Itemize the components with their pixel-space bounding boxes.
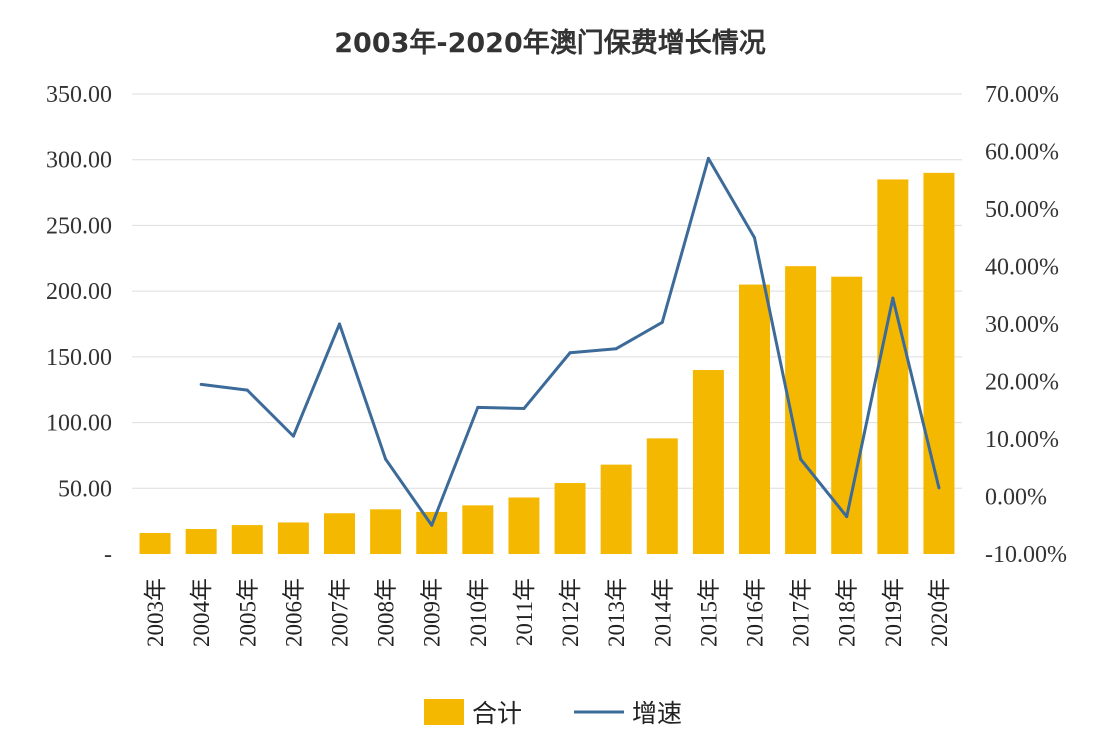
line-series: [199, 156, 941, 527]
bar: [277, 522, 309, 554]
line-point: [891, 296, 895, 300]
bar-series: [139, 172, 955, 554]
x-tick-label: 2014年: [650, 578, 675, 647]
bar: [923, 172, 955, 554]
line-point: [799, 457, 803, 461]
grid-lines: [132, 93, 962, 489]
right-tick-label: 20.00%: [985, 370, 1059, 396]
right-tick-label: 10.00%: [985, 427, 1059, 453]
x-tick-label: 2006年: [281, 578, 306, 647]
x-tick-label: 2013年: [604, 578, 629, 647]
left-axis: - 50.00 100.00 150.00 200.00 250.00 300.00 350.…: [46, 82, 112, 568]
right-tick-label: 0.00%: [985, 485, 1047, 511]
line-point: [660, 320, 664, 324]
x-tick-label: 2017年: [789, 578, 814, 647]
bar: [324, 513, 355, 554]
chart-title: 2003年-2020年澳门保费增长情况: [334, 27, 766, 59]
x-tick-label: 2019年: [881, 578, 906, 647]
x-tick-label: 2008年: [374, 578, 399, 647]
line-point: [199, 382, 203, 386]
line-point: [338, 322, 341, 326]
bar: [370, 509, 402, 554]
x-tick-label: 2004年: [189, 578, 214, 647]
line-point: [845, 515, 849, 519]
growth-line: [200, 156, 941, 527]
line-point: [522, 407, 526, 411]
x-tick-label: 2018年: [835, 578, 860, 647]
bar: [139, 532, 171, 554]
bar: [231, 525, 263, 554]
line-point: [384, 457, 388, 461]
line-point: [476, 405, 480, 409]
bar: [508, 497, 540, 554]
legend-label-line: 增速: [632, 699, 682, 728]
right-tick-label: 60.00%: [985, 140, 1059, 166]
x-tick-label: 2010年: [466, 578, 491, 647]
line-point: [614, 347, 618, 351]
legend-swatch-bar: [424, 699, 464, 725]
bar: [600, 464, 632, 554]
x-tick-label: 2015年: [696, 578, 721, 647]
left-tick-label: 350.00: [46, 82, 112, 108]
left-tick-label: 250.00: [46, 213, 112, 239]
left-tick-label: 50.00: [58, 476, 112, 502]
x-tick-label: 2011年: [512, 578, 537, 646]
left-tick-label: 300.00: [46, 148, 112, 174]
bar: [739, 284, 770, 554]
left-tick-label: 150.00: [46, 345, 112, 371]
left-tick-label: -: [104, 542, 112, 568]
right-tick-label: 70.00%: [985, 82, 1059, 108]
right-tick-label: 50.00%: [985, 197, 1059, 223]
legend: 合计 增速: [424, 699, 682, 728]
line-point: [568, 351, 572, 355]
x-tick-label: 2020年: [927, 578, 952, 647]
x-tick-label: 2005年: [235, 578, 260, 647]
x-tick-label: 2003年: [143, 578, 168, 647]
x-tick-label: 2007年: [328, 578, 353, 647]
legend-label-bar: 合计: [472, 699, 522, 728]
bar: [877, 179, 909, 554]
x-tick-label: 2012年: [558, 578, 583, 647]
x-tick-label: 2009年: [420, 578, 445, 647]
bar: [416, 511, 448, 554]
bar: [185, 529, 217, 554]
line-point: [245, 388, 249, 392]
bar: [646, 438, 678, 554]
right-axis: -10.00% 0.00% 10.00% 20.00% 30.00% 40.00% 50.0…: [985, 82, 1067, 568]
x-tick-label: 2016年: [743, 578, 768, 647]
left-tick-label: 100.00: [46, 411, 112, 437]
bar: [692, 370, 724, 554]
line-point: [291, 434, 295, 438]
x-axis: 2003年 2004年 2005年 2006年 2007年 2008年 2009年 2010年…: [143, 578, 952, 647]
right-tick-label: -10.00%: [985, 542, 1067, 568]
bar: [462, 505, 494, 554]
bar: [831, 276, 863, 554]
line-point: [937, 486, 941, 490]
line-point: [753, 236, 756, 240]
line-point: [430, 523, 434, 527]
bar: [554, 483, 586, 554]
right-tick-label: 40.00%: [985, 255, 1059, 281]
left-tick-label: 200.00: [46, 279, 112, 305]
right-tick-label: 30.00%: [985, 312, 1059, 338]
line-point: [706, 156, 710, 160]
